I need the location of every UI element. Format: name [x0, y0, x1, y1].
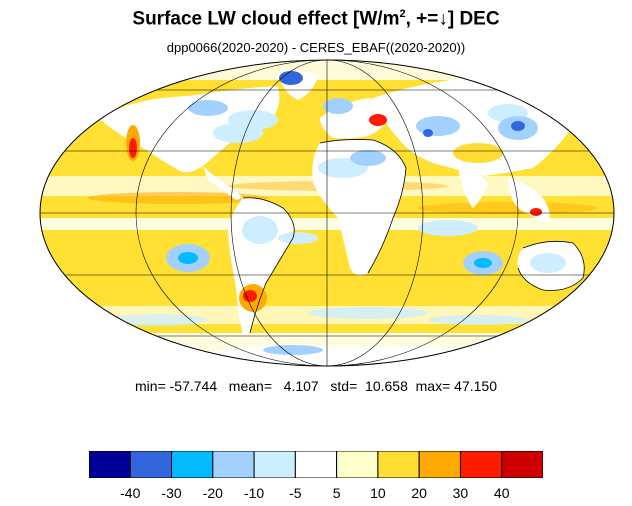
colorbar-tick-label: 30 [452, 485, 469, 501]
land-central-america [203, 166, 243, 200]
stat-min-label: min= [135, 378, 166, 394]
map-panel [38, 58, 616, 368]
field-patch [88, 192, 268, 204]
field-patch [428, 315, 528, 325]
coastline [517, 240, 585, 291]
colorbar-swatch [459, 451, 503, 478]
world-map [39, 59, 615, 367]
colorbar-tick-label: -30 [161, 485, 182, 501]
colorbar-tick-label: 5 [332, 485, 341, 501]
stat-min-value: -57.744 [169, 378, 218, 394]
field-patch [178, 252, 198, 264]
field-patch [188, 100, 228, 116]
land-asia [373, 78, 572, 176]
field-patch [279, 71, 303, 85]
field-patch [213, 123, 263, 143]
colorbar-swatch [501, 451, 543, 478]
colorbar-tick-label: 20 [411, 485, 427, 501]
field-patch [308, 307, 428, 319]
stats-line: min= -57.744 mean= 4.107 std= 10.658 max… [0, 378, 632, 394]
field-patch [323, 98, 353, 114]
colorbar-swatch [171, 451, 214, 478]
field-patch [243, 290, 257, 302]
colorbar-swatch [212, 451, 255, 478]
gridline-meridian [135, 60, 519, 366]
field-patch [263, 345, 323, 355]
colorbar-tick-label: -10 [243, 485, 265, 501]
colorbar-tick-label: -20 [202, 485, 223, 501]
field-patch [530, 253, 566, 273]
map-border [39, 59, 615, 367]
title-text-part1: Surface LW cloud effect [W/m [132, 8, 400, 30]
field-patch [511, 121, 525, 131]
colorbar-labels: -40 -30 -20 -10 -5 5 10 20 30 40 [89, 485, 543, 501]
stat-std-value: 10.658 [365, 378, 408, 394]
colorbar [89, 451, 543, 478]
colorbar-tick-label: 10 [370, 485, 386, 501]
colorbar-tick-label: -40 [120, 485, 141, 501]
colorbar-tick-label: -5 [289, 485, 302, 501]
land-india [458, 168, 488, 208]
colorbar-swatch [336, 451, 379, 478]
field-patch [108, 314, 208, 326]
field-patch [418, 202, 598, 214]
gridline-meridian [230, 60, 424, 366]
plot-subtitle: dpp0066(2020-2020) - CERES_EBAF((2020-20… [166, 40, 466, 55]
stat-mean-value: 4.107 [283, 378, 319, 394]
stat-max-label: max= [415, 378, 451, 394]
colorbar-swatch [418, 451, 461, 478]
field-patch [242, 216, 278, 244]
stat-max-value: 47.150 [454, 378, 497, 394]
field-patch [129, 138, 137, 158]
colorbar-tick-label: 40 [493, 485, 510, 501]
colorbar-swatch [89, 451, 131, 478]
colorbar-swatch [253, 451, 296, 478]
title-superscript: 2 [399, 8, 406, 20]
field-patch [418, 220, 478, 236]
land-north-america [98, 86, 280, 173]
field-patch [474, 258, 492, 268]
plot-title: Surface LW cloud effect [W/m2, +=↓] DEC [0, 8, 632, 30]
stat-mean-label: mean= [228, 378, 272, 394]
coastline [319, 139, 407, 274]
field-patch [530, 208, 542, 216]
field-patch [423, 129, 433, 137]
colorbar-swatch [377, 451, 420, 478]
coastline [242, 197, 295, 334]
stat-std-label: std= [330, 378, 358, 394]
field-patch [278, 232, 318, 244]
colorbar-swatch [129, 451, 173, 478]
title-text-part2: , +=↓] DEC [405, 8, 500, 30]
field-patch [350, 150, 386, 166]
field-patch [416, 116, 460, 136]
field-patch [453, 143, 503, 163]
field-patch [369, 114, 387, 126]
colorbar-swatch [294, 451, 338, 478]
